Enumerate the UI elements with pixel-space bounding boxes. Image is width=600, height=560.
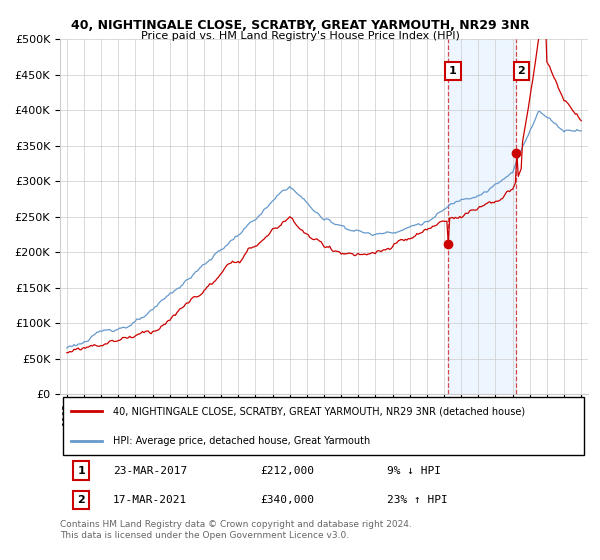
Text: 2: 2 [518,66,526,76]
Text: 40, NIGHTINGALE CLOSE, SCRATBY, GREAT YARMOUTH, NR29 3NR (detached house): 40, NIGHTINGALE CLOSE, SCRATBY, GREAT YA… [113,407,525,417]
Bar [448,39,517,394]
Text: 17-MAR-2021: 17-MAR-2021 [113,495,187,505]
FancyBboxPatch shape [62,398,584,455]
Text: 2: 2 [77,495,85,505]
Text: 1: 1 [449,66,457,76]
Text: £340,000: £340,000 [260,495,314,505]
Text: HPI: Average price, detached house, Great Yarmouth: HPI: Average price, detached house, Grea… [113,436,370,446]
Text: Contains HM Land Registry data © Crown copyright and database right 2024.
This d: Contains HM Land Registry data © Crown c… [60,520,412,540]
Text: 40, NIGHTINGALE CLOSE, SCRATBY, GREAT YARMOUTH, NR29 3NR: 40, NIGHTINGALE CLOSE, SCRATBY, GREAT YA… [71,18,529,32]
Text: 23-MAR-2017: 23-MAR-2017 [113,465,187,475]
Text: £212,000: £212,000 [260,465,314,475]
Text: 9% ↓ HPI: 9% ↓ HPI [388,465,442,475]
Text: 23% ↑ HPI: 23% ↑ HPI [388,495,448,505]
Text: 1: 1 [77,465,85,475]
Text: Price paid vs. HM Land Registry's House Price Index (HPI): Price paid vs. HM Land Registry's House … [140,31,460,41]
